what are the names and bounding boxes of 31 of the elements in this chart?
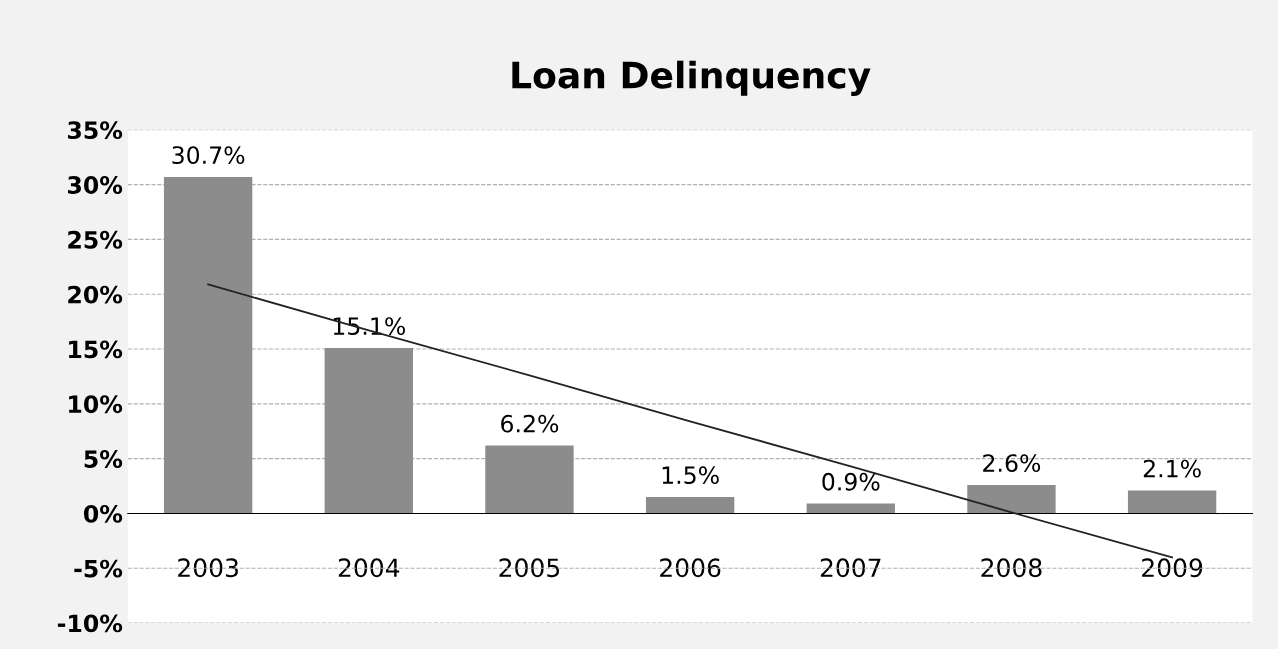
- data-label: 2.1%: [1143, 459, 1201, 478]
- x-tick-label: 2003: [178, 558, 238, 578]
- bar: [485, 445, 574, 514]
- data-label: 6.2%: [501, 414, 559, 433]
- x-tick-label: 2006: [660, 558, 721, 578]
- y-tick-label: 5%: [84, 450, 123, 468]
- data-label: 0.9%: [822, 472, 880, 491]
- data-label: 1.5%: [662, 466, 719, 485]
- y-tick-label: -5%: [74, 559, 123, 578]
- bar: [645, 496, 735, 514]
- y-tick-label: 35%: [68, 121, 123, 140]
- x-tick-label: 2007: [820, 558, 881, 578]
- data-label: 2.6%: [983, 454, 1041, 473]
- chart-title: Loan Delinquency: [512, 60, 871, 96]
- bar: [324, 347, 413, 514]
- y-tick-label: 20%: [68, 285, 123, 304]
- x-tick-label: 2004: [338, 558, 400, 578]
- data-label: 30.7%: [172, 146, 245, 165]
- y-tick-label: 25%: [68, 230, 123, 249]
- y-tick-label: 30%: [68, 176, 123, 194]
- bar: [967, 484, 1056, 514]
- bar: [163, 176, 253, 514]
- x-tick-label: 2005: [499, 558, 560, 578]
- y-tick-label: 0%: [83, 504, 123, 523]
- bar: [1127, 490, 1217, 514]
- x-tick-label: 2009: [1142, 558, 1203, 578]
- y-tick-label: 10%: [69, 395, 123, 414]
- x-tick-label: 2008: [981, 558, 1042, 578]
- y-tick-label: 15%: [69, 340, 123, 359]
- bar: [806, 503, 895, 514]
- y-tick-label: -10%: [57, 614, 123, 633]
